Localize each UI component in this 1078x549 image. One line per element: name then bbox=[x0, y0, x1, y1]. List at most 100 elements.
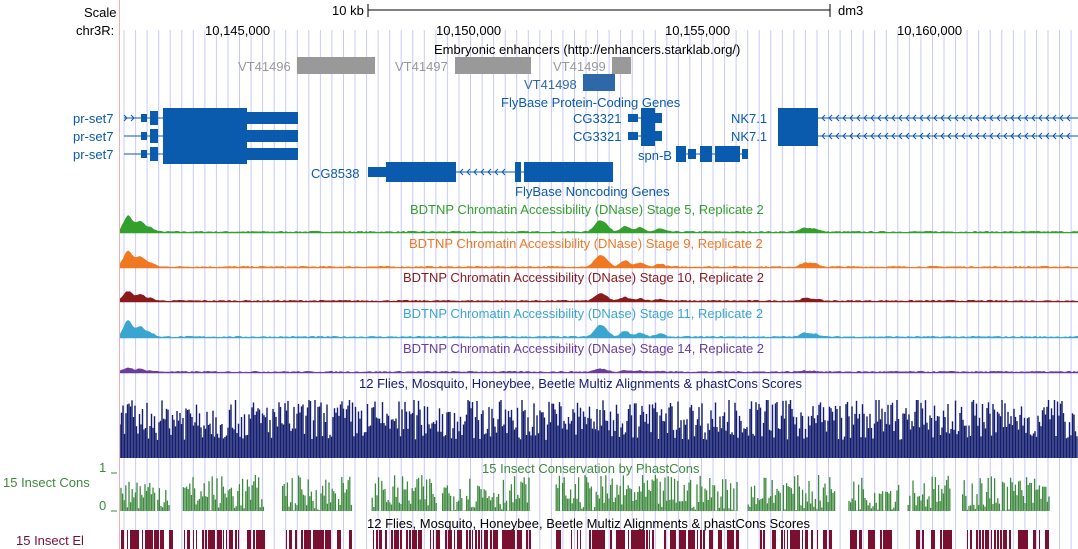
exon[interactable] bbox=[150, 129, 158, 143]
scalebar-label: 10 kb bbox=[332, 3, 364, 18]
exon[interactable] bbox=[628, 114, 638, 122]
strand-arrow bbox=[926, 114, 931, 122]
conserved-element bbox=[994, 530, 996, 549]
strand-arrow bbox=[933, 114, 938, 122]
exon[interactable] bbox=[778, 126, 818, 146]
gene-label[interactable]: pr-set7 bbox=[73, 129, 114, 144]
strand-arrow bbox=[968, 114, 973, 122]
gene-models[interactable] bbox=[0, 105, 1078, 185]
track-title-dnase-stage5[interactable]: BDTNP Chromatin Accessibility (DNase) St… bbox=[410, 202, 764, 217]
conserved-element bbox=[817, 530, 818, 549]
exon[interactable] bbox=[163, 126, 247, 146]
gene-label[interactable]: NK7.1 bbox=[731, 129, 768, 144]
conserved-element bbox=[526, 530, 528, 549]
conserved-element bbox=[1018, 530, 1022, 549]
exon[interactable] bbox=[515, 162, 521, 182]
track-title-elements[interactable]: 12 Flies, Mosquito, Honeybee, Beetle Mul… bbox=[367, 516, 810, 531]
conserved-element bbox=[319, 530, 323, 549]
exon[interactable] bbox=[247, 130, 298, 142]
conserved-element bbox=[700, 530, 702, 549]
exon[interactable] bbox=[742, 149, 748, 159]
enhancer-label[interactable]: VT41499 bbox=[553, 59, 606, 74]
conserved-element bbox=[142, 530, 143, 549]
gene-label[interactable]: CG8538 bbox=[311, 166, 360, 181]
conserved-element bbox=[727, 530, 731, 549]
track-title-dnase-stage11[interactable]: BDTNP Chromatin Accessibility (DNase) St… bbox=[403, 306, 764, 321]
phastcons-side-label[interactable]: 15 Insect Cons bbox=[3, 475, 90, 490]
elements-side-label[interactable]: 15 Insect El bbox=[16, 533, 84, 548]
enhancer-label[interactable]: VT41498 bbox=[524, 77, 577, 92]
gene-label[interactable]: CG3321 bbox=[573, 129, 622, 144]
exon[interactable] bbox=[688, 149, 696, 159]
track-title-multiz[interactable]: 12 Flies, Mosquito, Honeybee, Beetle Mul… bbox=[359, 376, 802, 391]
exon[interactable] bbox=[655, 131, 662, 141]
strand-arrow bbox=[835, 114, 840, 122]
gene-label[interactable]: pr-set7 bbox=[73, 147, 114, 162]
conserved-element bbox=[1039, 530, 1040, 549]
strand-arrow bbox=[1038, 132, 1043, 140]
exon[interactable] bbox=[163, 108, 247, 128]
exon[interactable] bbox=[141, 150, 147, 158]
exon[interactable] bbox=[715, 146, 740, 162]
enhancer-label[interactable]: VT41496 bbox=[238, 59, 291, 74]
exon[interactable] bbox=[524, 162, 613, 182]
exon[interactable] bbox=[778, 108, 818, 128]
strand-arrow bbox=[1017, 114, 1022, 122]
exon[interactable] bbox=[386, 162, 456, 182]
track-title-enhancers[interactable]: Embryonic enhancers (http://enhancers.st… bbox=[434, 42, 741, 57]
conserved-element bbox=[496, 530, 498, 549]
conserved-element bbox=[127, 530, 128, 549]
conserved-element bbox=[763, 530, 765, 549]
gene-label[interactable]: spn-B bbox=[638, 148, 672, 163]
conserved-element bbox=[853, 530, 857, 549]
track-title-dnase-stage10[interactable]: BDTNP Chromatin Accessibility (DNase) St… bbox=[403, 270, 765, 285]
exon[interactable] bbox=[676, 146, 686, 162]
enhancer-block[interactable] bbox=[297, 57, 375, 74]
dnase-signal-area bbox=[119, 250, 1078, 269]
conserved-element bbox=[151, 530, 153, 549]
exon[interactable] bbox=[247, 112, 298, 124]
conserved-element bbox=[409, 530, 411, 549]
conserved-element bbox=[1000, 530, 1002, 549]
conserved-element bbox=[712, 530, 713, 549]
exon[interactable] bbox=[150, 111, 158, 125]
exon[interactable] bbox=[247, 148, 298, 160]
track-title-coding-genes[interactable]: FlyBase Protein-Coding Genes bbox=[501, 95, 681, 110]
gene-label[interactable]: CG3321 bbox=[573, 111, 622, 126]
exon[interactable] bbox=[141, 132, 147, 140]
exon[interactable] bbox=[163, 144, 247, 164]
exon[interactable] bbox=[700, 146, 712, 162]
conserved-element bbox=[184, 530, 185, 549]
exon[interactable] bbox=[368, 167, 386, 177]
exon[interactable] bbox=[150, 147, 158, 161]
track-title-dnase-stage9[interactable]: BDTNP Chromatin Accessibility (DNase) St… bbox=[409, 236, 763, 251]
track-title-noncoding-genes[interactable]: FlyBase Noncoding Genes bbox=[515, 184, 670, 199]
conserved-element bbox=[484, 530, 487, 549]
conserved-element bbox=[337, 530, 341, 549]
conserved-element bbox=[316, 530, 320, 549]
enhancer-label[interactable]: VT41497 bbox=[395, 59, 448, 74]
exon[interactable] bbox=[641, 126, 655, 146]
track-title-dnase-stage14[interactable]: BDTNP Chromatin Accessibility (DNase) St… bbox=[403, 341, 765, 356]
conserved-element bbox=[559, 530, 561, 549]
enhancer-block[interactable] bbox=[612, 57, 631, 74]
conserved-element bbox=[214, 530, 215, 549]
track-title-phastcons[interactable]: 15 Insect Conservation by PhastCons bbox=[482, 461, 700, 476]
gene-label[interactable]: NK7.1 bbox=[731, 111, 768, 126]
enhancer-block[interactable] bbox=[583, 74, 615, 91]
conserved-element bbox=[571, 530, 572, 549]
strand-arrow bbox=[982, 114, 987, 122]
conserved-element bbox=[859, 530, 862, 549]
enhancer-block[interactable] bbox=[455, 57, 531, 74]
exon[interactable] bbox=[655, 113, 662, 123]
conserved-element bbox=[205, 530, 207, 549]
exon[interactable] bbox=[141, 114, 147, 122]
exon[interactable] bbox=[628, 132, 638, 140]
gene-label[interactable]: pr-set7 bbox=[73, 111, 114, 126]
exon[interactable] bbox=[641, 108, 655, 128]
